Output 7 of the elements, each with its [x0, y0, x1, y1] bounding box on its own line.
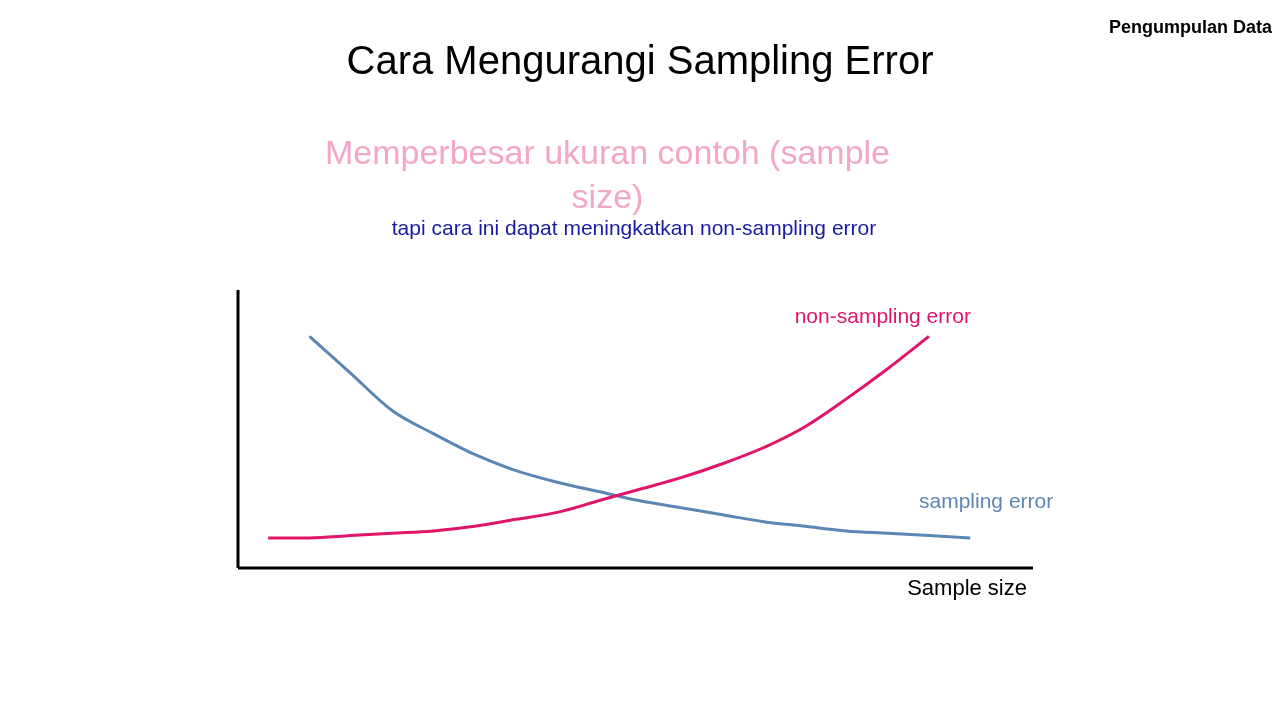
text: Pengumpulan Data [1108, 17, 1272, 38]
series-label: sampling error [919, 488, 1054, 512]
text: tapi cara ini dapat meningkatkan non-sampling error [390, 216, 878, 240]
x-axis-title: Sample size [906, 575, 1027, 601]
text: non-sampling error [794, 304, 971, 328]
chart-title: Cara Mengurangi Sampling Error [345, 38, 935, 83]
chart-subtitle: Memperbesar ukuran contoh (sample size) [324, 133, 891, 215]
